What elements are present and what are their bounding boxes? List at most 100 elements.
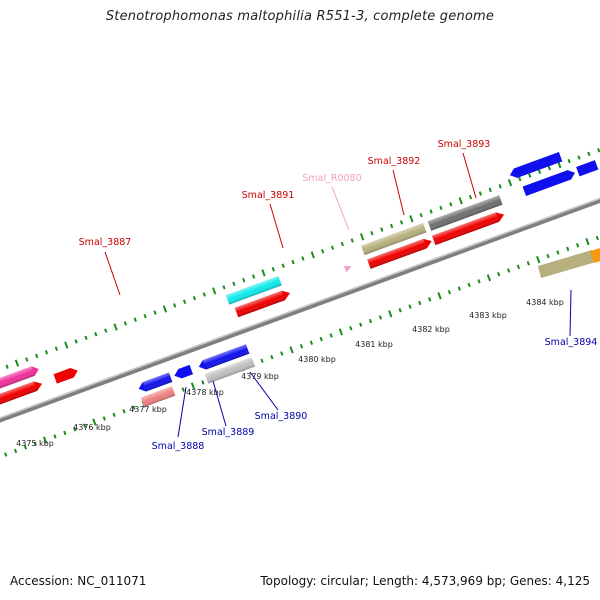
gene-feature-blue-smal-3889[interactable] xyxy=(173,364,194,381)
outer-tick-mark xyxy=(192,295,197,301)
genome-backbone xyxy=(0,162,600,456)
inner-tick-mark xyxy=(289,346,294,354)
inner-tick-mark xyxy=(418,300,422,306)
outer-tick-mark xyxy=(350,238,354,243)
gene-label-smal-3893[interactable]: Smal_3893 xyxy=(438,139,491,150)
outer-tick-mark xyxy=(143,313,147,319)
outer-tick-mark xyxy=(162,305,168,313)
outer-tick-mark xyxy=(439,205,443,211)
inner-tick-mark xyxy=(299,344,304,349)
kbp-tick-label: 4377 kbp xyxy=(129,405,167,414)
outer-tick-mark xyxy=(547,166,552,171)
outer-tick-mark xyxy=(123,321,128,326)
outer-tick-mark xyxy=(84,335,88,341)
outer-tick-mark xyxy=(153,310,157,315)
kbp-tick-label: 4382 kbp xyxy=(412,325,450,334)
inner-tick-mark xyxy=(102,416,106,421)
accession-text: Accession: NC_011071 xyxy=(10,574,147,588)
forward-strand xyxy=(0,160,599,437)
inner-tick-mark xyxy=(349,326,353,331)
gene-feature-blue-smal-3894a[interactable] xyxy=(522,168,577,196)
inner-tick-mark xyxy=(53,434,57,439)
gene-label-smal-3891[interactable]: Smal_3891 xyxy=(242,190,295,201)
inner-tick-mark xyxy=(13,448,18,454)
inner-tick-mark xyxy=(338,328,344,336)
outer-tick-mark xyxy=(449,202,453,207)
inner-tick-mark xyxy=(388,310,393,318)
inner-tick-mark xyxy=(4,452,8,457)
gene-label-smal-3888[interactable]: Smal_3888 xyxy=(152,441,205,452)
gene-label-smal-r0080[interactable]: Smal_R0080 xyxy=(302,173,361,184)
outer-tick-mark xyxy=(310,251,315,259)
gene-label-smal-3887[interactable]: Smal_3887 xyxy=(79,237,132,248)
inner-tick-mark xyxy=(516,264,521,270)
map-title: Stenotrophomonas maltophilia R551-3, com… xyxy=(105,9,495,24)
kbp-tick-label: 4379 kbp xyxy=(241,372,279,381)
outer-tick-mark xyxy=(380,227,384,232)
gene-label-smal-3892[interactable]: Smal_3892 xyxy=(368,156,421,167)
kbp-tick-label: 4381 kbp xyxy=(355,340,393,349)
inner-tick-mark xyxy=(408,304,412,309)
inner-tick-mark xyxy=(585,238,590,246)
outer-tick-mark xyxy=(528,173,532,178)
inner-tick-mark xyxy=(270,354,274,360)
gene-feature-red-smal-3887[interactable] xyxy=(53,366,79,384)
inner-tick-mark xyxy=(506,268,511,273)
outer-tick-mark xyxy=(320,249,325,254)
inner-tick-mark xyxy=(63,430,67,436)
outer-tick-mark xyxy=(64,341,69,349)
kbp-tick-label: 4384 kbp xyxy=(526,298,564,307)
outer-tick-mark xyxy=(242,277,246,283)
outer-tick-mark xyxy=(507,179,513,187)
outer-tick-mark xyxy=(577,155,581,160)
kbp-tick-label: 4376 kbp xyxy=(73,423,111,432)
outer-tick-mark xyxy=(94,332,98,337)
outer-tick-mark xyxy=(281,263,285,268)
gene-feature-orange-right[interactable] xyxy=(590,247,600,263)
outer-tick-mark xyxy=(458,197,463,205)
gene-label-smal-3890[interactable]: Smal_3890 xyxy=(255,411,308,422)
inner-tick-mark xyxy=(359,322,363,327)
outer-tick-mark xyxy=(498,184,502,189)
gene-label-smal-3889[interactable]: Smal_3889 xyxy=(202,427,255,438)
outer-tick-mark xyxy=(113,323,118,331)
gene-feature-rrna-smal-r0080[interactable] xyxy=(343,263,353,273)
inner-tick-mark xyxy=(190,382,196,390)
gene-feature-khaki-right[interactable] xyxy=(538,250,596,278)
outer-tick-mark xyxy=(340,241,344,247)
outer-tick-mark xyxy=(409,215,414,223)
outer-tick-mark xyxy=(14,359,20,367)
outer-tick-mark xyxy=(291,259,295,265)
outer-tick-mark xyxy=(104,328,108,333)
kbp-tick-label: 4375 kbp xyxy=(16,439,54,448)
tick-track-inner xyxy=(4,235,599,457)
outer-tick-mark xyxy=(202,292,206,297)
inner-tick-mark xyxy=(23,445,28,450)
outer-tick-mark xyxy=(54,346,59,351)
inner-tick-mark xyxy=(319,336,323,342)
gene-label-smal-3894[interactable]: Smal_3894 xyxy=(545,337,598,348)
gene-feature-blue-smal-3894[interactable] xyxy=(508,152,563,180)
kbp-tick-label: 4380 kbp xyxy=(298,355,336,364)
outer-tick-mark xyxy=(399,220,404,225)
outer-tick-mark xyxy=(597,147,600,153)
outer-tick-mark xyxy=(468,194,473,200)
gene-feature-blue-smal-3894b[interactable] xyxy=(576,160,599,177)
inner-tick-mark xyxy=(112,412,116,418)
inner-tick-mark xyxy=(132,405,136,410)
outer-tick-mark xyxy=(74,339,78,344)
reverse-strand xyxy=(138,152,563,408)
inner-tick-mark xyxy=(398,307,402,313)
inner-tick-mark xyxy=(546,253,550,259)
kbp-tick-labels: 4375 kbp 4376 kbp 4377 kbp 4378 kbp 4379 kbp… xyxy=(16,298,564,448)
inner-tick-mark xyxy=(486,274,492,282)
inner-tick-mark xyxy=(309,340,314,345)
outer-tick-mark xyxy=(44,350,49,355)
outer-tick-mark xyxy=(232,281,236,286)
inner-tick-mark xyxy=(536,256,541,264)
outer-tick-mark xyxy=(518,176,522,182)
inner-tick-mark xyxy=(556,250,560,255)
inner-tick-mark xyxy=(477,279,481,284)
topology-summary: Topology: circular; Length: 4,573,969 bp… xyxy=(260,574,590,588)
